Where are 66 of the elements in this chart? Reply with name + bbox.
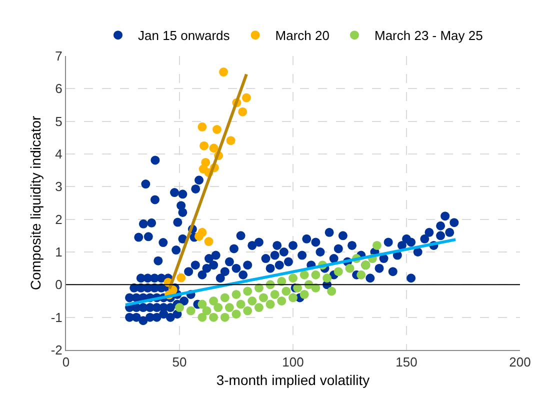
point <box>214 303 223 312</box>
point <box>220 293 230 302</box>
legend-label: Jan 15 onwards <box>138 28 230 44</box>
point <box>254 283 264 292</box>
point <box>224 303 234 312</box>
x-tick-label: 150 <box>396 354 418 370</box>
x-tick-label: 200 <box>509 354 531 370</box>
point <box>198 300 207 309</box>
point <box>209 144 218 153</box>
point <box>288 293 298 302</box>
legend-label: March 20 <box>275 28 330 44</box>
point <box>293 283 302 292</box>
point <box>198 122 207 132</box>
x-tick-label: 100 <box>282 354 304 370</box>
point <box>242 93 251 102</box>
point <box>327 286 336 296</box>
point <box>372 240 382 250</box>
y-tick-label: -2 <box>50 342 62 358</box>
point <box>209 312 218 322</box>
legend-label: March 23 - May 25 <box>374 28 483 44</box>
point <box>202 306 212 316</box>
point <box>258 293 268 302</box>
y-tick-label: 1 <box>55 244 62 260</box>
y-tick-label: 4 <box>55 146 62 162</box>
point <box>300 290 309 299</box>
point <box>176 273 186 282</box>
y-tick-label: 5 <box>55 114 62 129</box>
point <box>204 237 214 246</box>
y-tick-label: 7 <box>55 48 62 64</box>
point <box>270 290 280 299</box>
point <box>236 300 246 309</box>
x-tick-label: 50 <box>172 354 187 370</box>
point <box>282 286 291 296</box>
point <box>322 274 332 283</box>
point <box>345 264 354 273</box>
point <box>175 303 184 312</box>
point <box>288 274 298 283</box>
point <box>220 312 230 322</box>
point <box>219 68 228 77</box>
y-tick-label: 2 <box>55 212 62 227</box>
point <box>248 296 257 306</box>
point <box>334 267 343 276</box>
x-axis-title: 3-month implied volatility <box>216 372 370 388</box>
point <box>186 306 196 316</box>
point <box>209 296 218 306</box>
point <box>243 306 252 316</box>
y-tick-label: 3 <box>55 179 62 194</box>
point <box>212 125 222 134</box>
point <box>232 290 241 299</box>
point <box>232 310 241 319</box>
point <box>194 232 204 241</box>
point <box>198 312 207 322</box>
y-tick-label: 6 <box>55 81 62 96</box>
y-axis-title: Composite liquidity indicator <box>27 116 44 290</box>
point <box>311 270 320 280</box>
point <box>200 141 209 150</box>
y-tick-label: 0 <box>55 277 62 292</box>
point <box>356 270 366 280</box>
point <box>226 136 236 146</box>
point <box>238 107 248 116</box>
y-tick-label: -1 <box>50 310 62 325</box>
point <box>254 303 264 312</box>
point <box>300 270 309 280</box>
point <box>243 286 252 296</box>
point <box>266 300 275 309</box>
point <box>277 296 286 306</box>
